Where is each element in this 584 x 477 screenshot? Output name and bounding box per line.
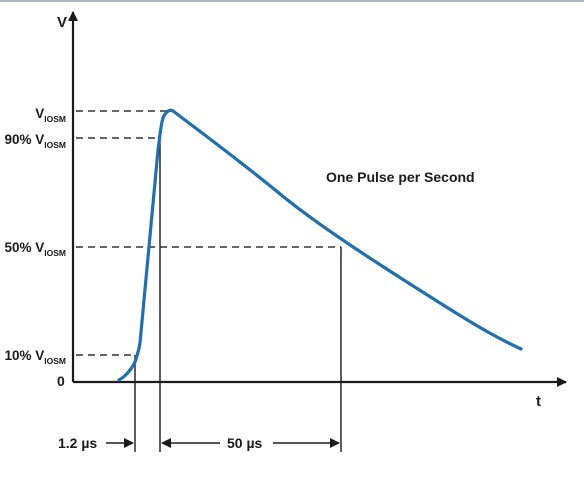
x-axis-label: t	[536, 393, 541, 410]
p90-level-label: 90% VIOSM	[4, 132, 66, 150]
peak-level-label: VIOSM	[35, 106, 66, 124]
p10-level-label: 10% VIOSM	[4, 348, 66, 366]
origin-label: 0	[57, 373, 65, 389]
pulse-curve	[117, 108, 523, 382]
pulse-annotation: One Pulse per Second	[326, 169, 475, 185]
decay-time-label: 50 µs	[227, 435, 263, 451]
p50-level-label: 50% VIOSM	[4, 240, 66, 258]
y-axis-label: V	[57, 14, 67, 31]
rise-time-label: 1.2 µs	[58, 435, 97, 451]
